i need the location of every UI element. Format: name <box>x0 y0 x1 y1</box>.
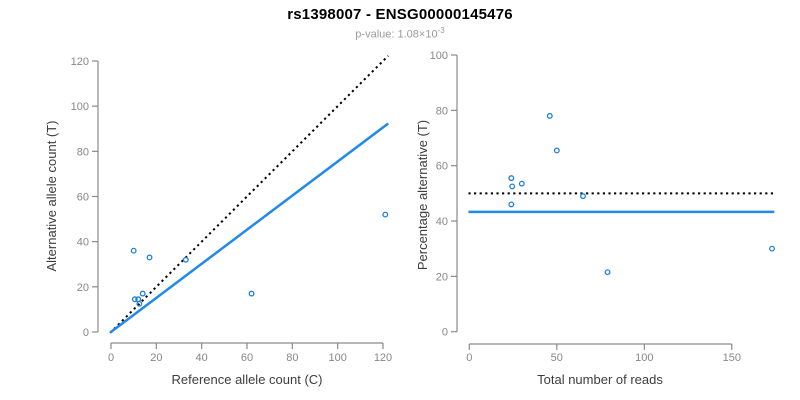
data-point <box>509 183 516 190</box>
y-tick-label: 60 <box>77 192 89 204</box>
data-point <box>136 300 143 307</box>
data-point <box>508 201 515 208</box>
data-point <box>518 180 525 187</box>
y-tick-label: 120 <box>71 56 89 68</box>
x-axis-title: Reference allele count (C) <box>171 372 322 387</box>
data-point <box>248 290 255 297</box>
chart-subtitle: p-value: 1.08×10-3 <box>0 26 800 41</box>
x-tick-label: 120 <box>374 352 392 364</box>
regression-line <box>109 122 389 334</box>
x-tick-label: 60 <box>241 352 253 364</box>
x-tick-label: 50 <box>551 352 563 364</box>
data-point <box>139 290 146 297</box>
y-tick-label: 80 <box>77 146 89 158</box>
y-tick-label: 40 <box>77 237 89 249</box>
x-axis-title: Total number of reads <box>537 372 663 387</box>
data-point <box>382 211 389 218</box>
y-tick-label: 100 <box>430 50 448 62</box>
identity-line <box>109 55 389 334</box>
x-tick-label: 40 <box>196 352 208 364</box>
data-point <box>131 296 138 303</box>
y-tick-label: 20 <box>77 282 89 294</box>
y-axis-title: Percentage alternative (T) <box>415 120 430 270</box>
p-value-exponent: -3 <box>437 26 445 35</box>
x-tick-label: 0 <box>466 352 472 364</box>
percentage-vs-reads-scatter: 0 20 40 60 80 100 0 50 100 150 Total number of rea… <box>415 50 775 387</box>
allele-counts-scatter: 0 20 40 60 80 100 120 0 20 40 60 80 100 120 Reference … <box>44 55 392 387</box>
x-tick-label: 150 <box>723 352 741 364</box>
p-value-label: p-value: <box>355 28 398 41</box>
data-point <box>146 254 153 261</box>
y-tick-label: 40 <box>436 216 448 228</box>
p-value-mantissa: 1.08×10 <box>397 28 438 41</box>
data-point <box>553 147 560 154</box>
y-tick-label: 100 <box>71 101 89 113</box>
y-tick-label: 0 <box>442 327 448 339</box>
x-tick-label: 100 <box>635 352 653 364</box>
data-point <box>580 193 586 200</box>
data-point <box>769 245 775 252</box>
data-point <box>604 269 611 276</box>
data-point <box>508 175 515 182</box>
x-tick-label: 20 <box>150 352 162 364</box>
y-tick-label: 0 <box>83 327 89 339</box>
data-point <box>546 112 553 119</box>
y-tick-label: 80 <box>436 105 448 117</box>
data-point <box>182 256 189 263</box>
y-axis-title: Alternative allele count (T) <box>44 120 59 271</box>
x-tick-label: 0 <box>108 352 114 364</box>
data-point <box>130 247 137 254</box>
y-tick-label: 20 <box>436 271 448 283</box>
x-tick-label: 80 <box>286 352 298 364</box>
x-tick-label: 100 <box>328 352 346 364</box>
chart-title: rs1398007 - ENSG00000145476 <box>287 6 513 23</box>
y-tick-label: 60 <box>436 161 448 173</box>
